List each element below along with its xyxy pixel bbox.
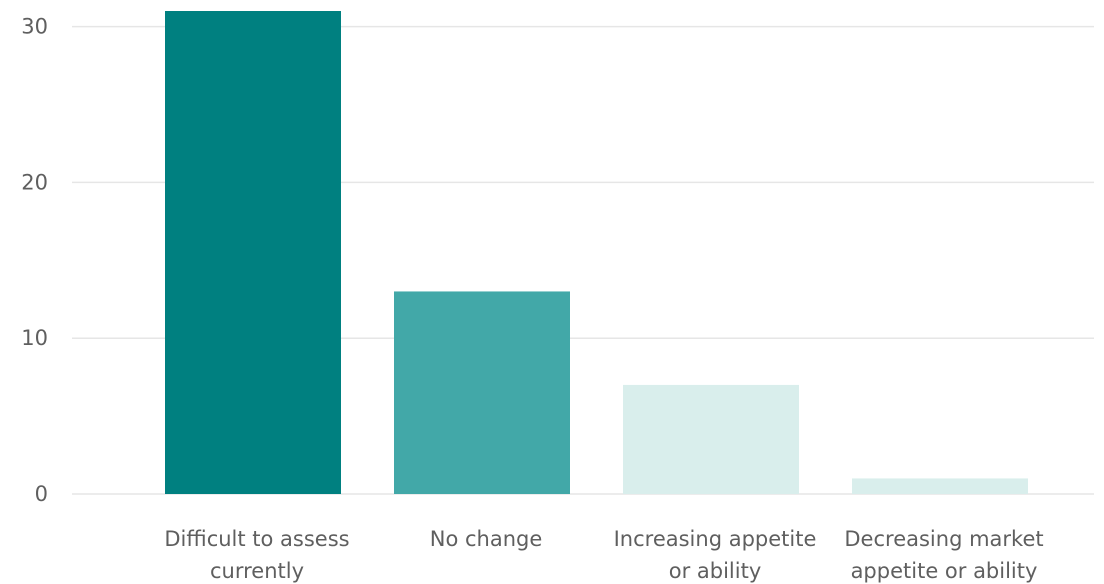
x-axis-labels: Difficult to assess currently No change Inc… xyxy=(164,527,1043,583)
x-category-label: No change xyxy=(430,527,543,551)
x-category-label: or ability xyxy=(669,559,762,583)
bar xyxy=(623,384,799,494)
x-category-label: currently xyxy=(210,559,304,583)
x-category-label: Difficult to assess xyxy=(164,527,349,551)
y-tick-label: 0 xyxy=(35,482,48,506)
bar xyxy=(165,11,341,494)
y-tick-label: 10 xyxy=(21,326,48,350)
x-category-label: appetite or ability xyxy=(851,559,1038,583)
bars xyxy=(165,11,1028,494)
y-tick-label: 30 xyxy=(21,15,48,39)
x-category-label: Increasing appetite xyxy=(614,527,817,551)
bar xyxy=(852,478,1028,494)
x-category-label: Decreasing market xyxy=(844,527,1043,551)
y-axis-ticks: 0 10 20 30 xyxy=(21,15,48,506)
y-tick-label: 20 xyxy=(21,170,48,194)
bar xyxy=(394,291,570,494)
